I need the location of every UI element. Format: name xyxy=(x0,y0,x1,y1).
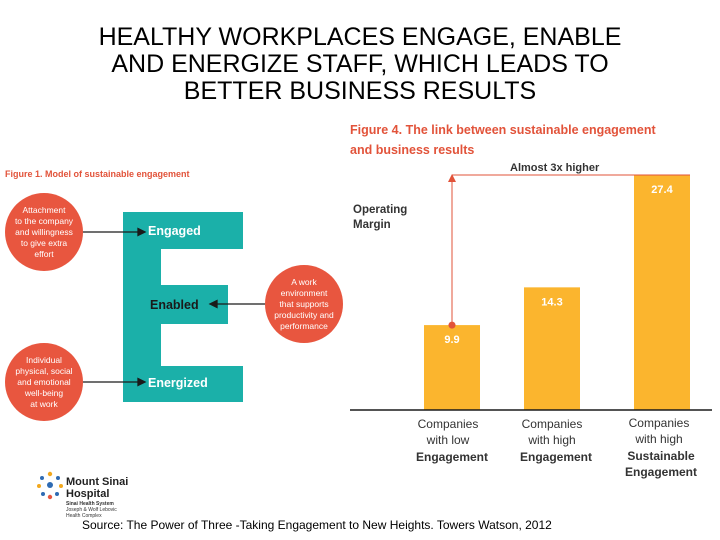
label-engaged: Engaged xyxy=(148,224,201,238)
circle-line: physical, social xyxy=(15,365,73,376)
category-label-line: Engagement xyxy=(416,450,488,464)
category-label-line: Engagement xyxy=(625,465,697,479)
circle-line: productivity and xyxy=(274,309,334,320)
bar-value-label: 14.3 xyxy=(541,296,562,308)
annotation-dot xyxy=(448,321,456,329)
slide-title: HEALTHY WORKPLACES ENGAGE, ENABLE AND EN… xyxy=(40,24,680,105)
annotation-arrowhead xyxy=(448,174,456,182)
circle-line: A work xyxy=(291,276,317,287)
circle-line: and willingness xyxy=(15,226,73,237)
circle-line: effort xyxy=(34,248,54,259)
title-line: BETTER BUSINESS RESULTS xyxy=(183,77,537,105)
label-energized: Energized xyxy=(148,376,208,390)
mount-sinai-logo-icon xyxy=(37,471,63,500)
comparison-annotation: Almost 3x higher xyxy=(448,162,690,329)
circle-line: environment xyxy=(280,287,328,298)
category-label-line: with high xyxy=(527,433,575,447)
arrow-enabled-head xyxy=(208,299,218,309)
circle-line: to the company xyxy=(14,215,74,226)
category-label-line: Engagement xyxy=(520,450,592,464)
logo-name-line: Mount Sinai xyxy=(66,476,129,488)
source-citation: Source: The Power of Three -Taking Engag… xyxy=(82,518,552,532)
bar-1 xyxy=(424,325,480,410)
bar-value-label: 9.9 xyxy=(444,334,459,346)
figure4-title-line: Figure 4. The link between sustainable e… xyxy=(350,123,656,137)
circle-line: Attachment xyxy=(22,204,66,215)
y-axis-label-line: Operating xyxy=(353,204,407,216)
arrow-engaged-head xyxy=(137,227,147,237)
logo-sub-line: Joseph & Wolf Lebovic xyxy=(66,507,117,513)
circle-attachment: Attachment to the company and willingnes… xyxy=(5,193,83,271)
circle-line: Individual xyxy=(26,354,62,365)
circle-line: well-being xyxy=(24,387,64,398)
logo-name-line: Hospital xyxy=(66,488,110,500)
annotation-label: Almost 3x higher xyxy=(510,162,600,174)
category-label-line: Companies xyxy=(522,417,583,431)
circle-well-being: Individual physical, social and emotiona… xyxy=(5,343,83,421)
category-label-line: Companies xyxy=(418,417,479,431)
figure1-title: Figure 1. Model of sustainable engagemen… xyxy=(5,169,190,179)
title-line: AND ENERGIZE STAFF, WHICH LEADS TO xyxy=(111,50,609,78)
category-label-line: Sustainable xyxy=(627,449,695,463)
figure4-title: Figure 4. The link between sustainable e… xyxy=(350,120,656,160)
circle-work-environment: A work environment that supports product… xyxy=(265,265,343,343)
logo-name: Mount Sinai Hospital xyxy=(66,476,128,500)
e-letter-shape xyxy=(123,212,243,402)
category-label-line: with low xyxy=(426,433,470,447)
circle-line: at work xyxy=(30,398,58,409)
circle-line: performance xyxy=(280,320,328,331)
logo-sub-line: Health Complex xyxy=(66,513,102,519)
logo-sub-line: Sinai Health System xyxy=(66,501,114,507)
circle-line: and emotional xyxy=(17,376,71,387)
arrow-energized-head xyxy=(137,377,147,387)
y-axis-label-line: Margin xyxy=(353,219,391,231)
label-enabled: Enabled xyxy=(150,298,199,312)
figure4-title-line: and business results xyxy=(350,143,475,157)
logo-subtitle: Sinai Health System Joseph & Wolf Lebovi… xyxy=(66,501,117,519)
category-label-line: Companies xyxy=(629,416,690,430)
bar-value-label: 27.4 xyxy=(651,184,673,196)
bar-2 xyxy=(524,287,580,410)
circle-line: that supports xyxy=(279,298,329,309)
title-line: HEALTHY WORKPLACES ENGAGE, ENABLE xyxy=(98,23,622,51)
category-label-line: with high xyxy=(634,432,682,446)
circle-line: to give extra xyxy=(20,237,68,248)
bar-3 xyxy=(634,175,690,410)
